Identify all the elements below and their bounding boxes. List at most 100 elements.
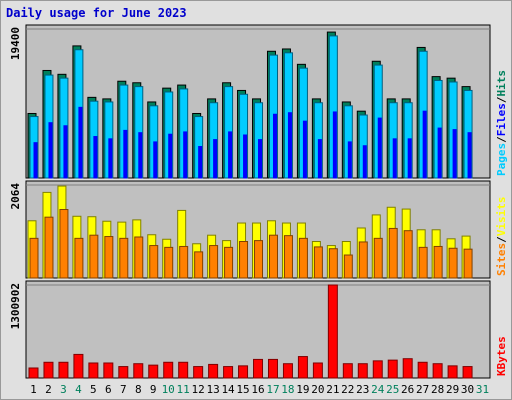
x-tick-label: 30 (461, 383, 474, 396)
sites-bar (298, 237, 308, 279)
x-tick-label: 26 (401, 383, 414, 396)
sites-bar (239, 241, 249, 279)
legend-pages: Pages (495, 143, 508, 176)
kbytes-bar (417, 361, 428, 379)
x-tick-label: 3 (60, 383, 67, 396)
x-tick-label: 11 (177, 383, 190, 396)
pages-bar (422, 110, 427, 179)
chart-title: Daily usage for June 2023 (6, 6, 187, 20)
pages-bar (33, 142, 38, 179)
kbytes-bar (58, 361, 69, 379)
kbytes-bar (447, 365, 458, 379)
x-tick-label: 28 (431, 383, 444, 396)
x-tick-label: 29 (446, 383, 459, 396)
sites-bar (313, 246, 323, 279)
pages-bar (332, 111, 337, 179)
kbytes-bar (28, 367, 39, 379)
x-tick-label: 13 (206, 383, 219, 396)
pages-bar (78, 106, 83, 179)
kbytes-bar (297, 356, 308, 379)
legend-visits: Visits (495, 197, 508, 237)
sites-bar (358, 241, 368, 279)
sites-bar (89, 234, 99, 279)
pages-bar (362, 145, 367, 179)
kbytes-bar (372, 360, 383, 379)
sites-bar (149, 245, 159, 279)
kbytes-bar (238, 365, 249, 379)
sites-bar (59, 209, 69, 279)
x-tick-label: 18 (281, 383, 294, 396)
kbytes-bar (253, 358, 264, 379)
sites-bar (44, 216, 54, 279)
kbytes-bar (178, 361, 189, 379)
pages-bar (228, 131, 233, 179)
pages-bar (452, 129, 457, 179)
panel-1-max-label: 19400 (9, 27, 22, 60)
sites-bar (433, 245, 443, 279)
kbytes-bar (73, 353, 84, 379)
pages-bar (258, 139, 263, 179)
x-tick-label: 10 (162, 383, 175, 396)
sites-bar (463, 248, 473, 279)
panel-3-max-label: 1300902 (9, 283, 22, 329)
kbytes-bar (432, 363, 443, 379)
pages-bar (467, 132, 472, 179)
kbytes-bar (133, 363, 144, 379)
kbytes-bar (103, 362, 114, 379)
pages-bar (48, 122, 53, 179)
kbytes-bar (223, 366, 234, 379)
kbytes-bar (402, 358, 413, 379)
kbytes-bar (387, 359, 398, 379)
legend-hits: Hits (495, 70, 508, 97)
pages-bar (213, 139, 218, 179)
panel-2-legend: Sites/Visits (495, 197, 508, 277)
sites-bar (194, 251, 204, 279)
pages-bar (287, 112, 292, 179)
pages-bar (63, 125, 68, 179)
pages-bar (347, 141, 352, 179)
x-tick-label: 16 (251, 383, 264, 396)
x-tick-label: 9 (150, 383, 157, 396)
sites-bar (29, 237, 39, 279)
x-tick-label: 31 (476, 383, 489, 396)
sites-bar (373, 237, 383, 279)
kbytes-bar (193, 366, 204, 379)
pages-bar (407, 138, 412, 179)
legend-separator: / (495, 236, 508, 243)
sites-bar (328, 248, 338, 279)
x-tick-label: 6 (105, 383, 112, 396)
sites-bar (179, 245, 189, 279)
x-tick-label: 14 (221, 383, 235, 396)
kbytes-bar (163, 361, 174, 379)
kbytes-bar (462, 366, 473, 379)
x-tick-label: 20 (311, 383, 324, 396)
pages-bar (377, 117, 382, 179)
panel-1-legend: Pages/Files/Hits (495, 70, 508, 176)
pages-bar (243, 134, 248, 179)
pages-bar (272, 113, 277, 179)
kbytes-bar (88, 362, 99, 379)
x-tick-label: 23 (356, 383, 369, 396)
kbytes-bar (148, 364, 159, 379)
kbytes-bar (357, 363, 368, 379)
sites-bar (164, 246, 174, 279)
x-tick-label: 24 (371, 383, 385, 396)
kbytes-bar (267, 358, 278, 379)
kbytes-bar (43, 361, 54, 379)
pages-bar (302, 120, 307, 179)
kbytes-bar (118, 366, 129, 379)
x-tick-label: 17 (266, 383, 279, 396)
sites-bar (209, 245, 219, 279)
legend-sites: Sites (495, 243, 508, 276)
sites-bar (343, 254, 353, 279)
sites-bar (268, 234, 278, 279)
pages-bar (183, 131, 188, 179)
x-tick-label: 12 (192, 383, 205, 396)
x-tick-label: 27 (416, 383, 429, 396)
pages-bar (437, 127, 442, 179)
legend-kbytes: KBytes (495, 336, 508, 376)
x-tick-label: 1 (30, 383, 37, 396)
sites-bar (283, 235, 293, 279)
panel-2-max-label: 2064 (9, 183, 22, 210)
sites-bar (403, 230, 413, 279)
